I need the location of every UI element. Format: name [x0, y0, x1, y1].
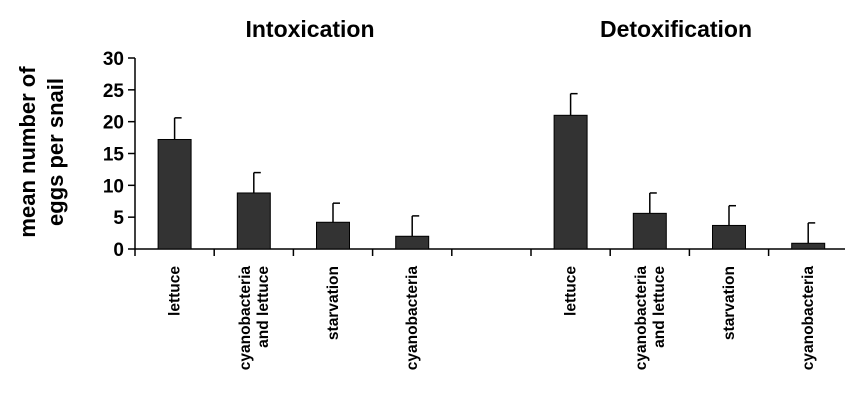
y-tick-label: 25	[103, 81, 125, 102]
bar	[236, 192, 271, 250]
x-category-label: lettuce	[167, 266, 184, 316]
x-category-label: starvation	[721, 266, 738, 340]
bar	[632, 212, 667, 250]
bar	[791, 242, 826, 250]
x-category-label: cyanobacteria	[633, 266, 650, 371]
y-tick-label: 15	[103, 145, 125, 166]
x-category-label: cyanobacteria	[404, 266, 421, 371]
y-tick-label: 10	[103, 176, 124, 197]
bar	[157, 138, 192, 250]
y-tick-label: 5	[113, 208, 124, 229]
y-tick-label: 0	[113, 240, 124, 261]
x-category-label: and lettuce	[651, 266, 668, 348]
x-category-label: starvation	[325, 266, 342, 340]
x-category-label: cyanobacteria	[800, 266, 817, 371]
bar	[712, 224, 746, 250]
bar	[553, 114, 588, 250]
y-axis-label: eggs per snail	[43, 78, 68, 226]
panel-title: Intoxication	[245, 16, 374, 42]
y-tick-label: 30	[103, 49, 124, 70]
panel-title: Detoxification	[600, 16, 752, 42]
bar	[395, 235, 430, 250]
x-category-label: cyanobacteria	[237, 266, 254, 371]
y-tick-label: 20	[103, 113, 124, 134]
bar	[316, 221, 350, 250]
y-axis-label: mean number of	[15, 66, 40, 238]
x-category-label: lettuce	[563, 266, 580, 316]
x-category-label: and lettuce	[255, 266, 272, 348]
